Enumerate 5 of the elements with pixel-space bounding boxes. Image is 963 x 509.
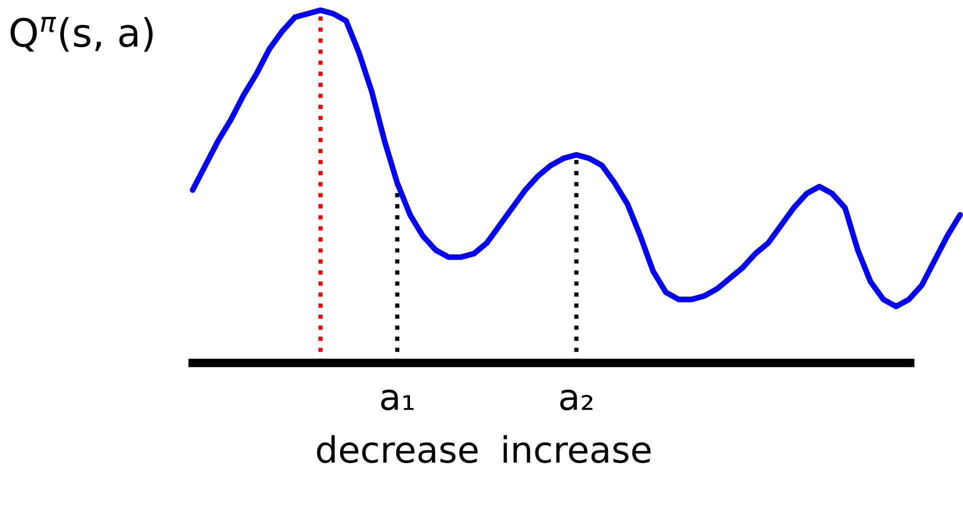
x-tick-label: a₁ — [381, 390, 414, 410]
ref-line-label: decrease — [317, 435, 478, 464]
x-tick-label: a₂ — [560, 390, 592, 410]
ref-line-label: increase — [504, 435, 651, 464]
y-axis-title: Q$^{π}$(s, a) — [10, 16, 153, 52]
